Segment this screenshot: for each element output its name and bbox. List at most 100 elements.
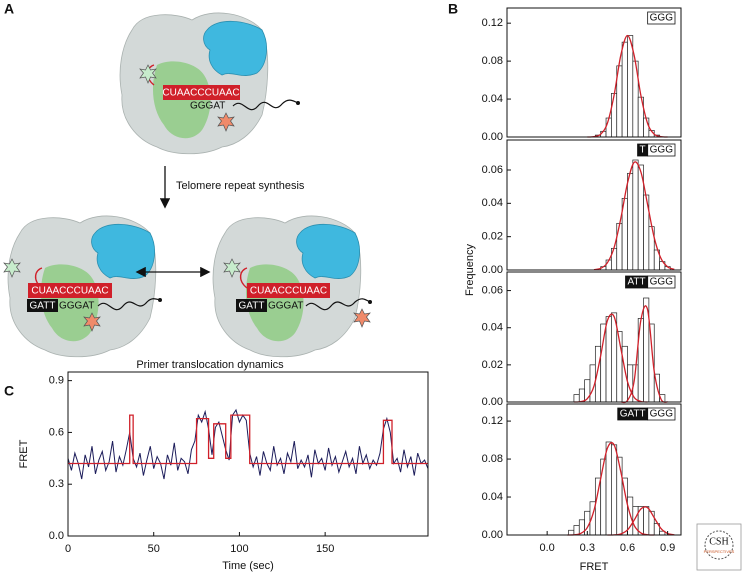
dna-strand <box>97 298 161 311</box>
bar <box>600 323 607 403</box>
bar <box>600 458 607 536</box>
panel-label: A <box>4 1 14 17</box>
trace <box>67 408 429 480</box>
sequence-tag: GGG <box>650 409 674 420</box>
panel-label: C <box>4 383 14 399</box>
sequence-tag-box <box>617 407 649 421</box>
x-axis-label: FRET <box>580 561 609 573</box>
y-tick-label: 0.12 <box>482 415 503 427</box>
dna-strand <box>232 99 299 111</box>
sequence-tag-box <box>637 143 649 157</box>
y-tick-label: 0.00 <box>482 396 503 408</box>
strand-end <box>368 300 372 304</box>
bar <box>611 444 618 536</box>
paired-dna <box>27 299 58 312</box>
bar <box>605 316 612 403</box>
dynamics-label: Primer translocation dynamics <box>136 359 284 371</box>
strand-end <box>296 101 300 105</box>
y-tick-label: 0.00 <box>482 529 503 541</box>
sequence-tag-box <box>647 11 676 25</box>
rna-template <box>247 283 330 298</box>
y-tick-label: 0.04 <box>482 197 503 209</box>
rna-sequence: CUAACCCUAAC <box>250 286 327 297</box>
plot-frame <box>506 139 682 271</box>
x-tick-label: 150 <box>316 543 334 555</box>
y-axis-label: Frequency <box>464 244 476 296</box>
x-tick-label: 100 <box>230 543 248 555</box>
fit-curve <box>587 34 668 138</box>
y-tick-label: 0.06 <box>482 164 503 176</box>
y-tick-label: 0.00 <box>482 131 503 143</box>
logo-ring <box>704 530 734 560</box>
plot-frame <box>67 371 429 537</box>
step-label: Telomere repeat synthesis <box>176 180 305 192</box>
dna-strand <box>305 298 371 311</box>
panel-label: B <box>448 1 458 17</box>
bar <box>605 441 612 536</box>
sequence-tag: ATT <box>628 277 646 288</box>
y-tick-label: 0.3 <box>49 478 64 490</box>
plot-frame <box>506 271 682 403</box>
fit-curve <box>620 305 668 404</box>
bar <box>578 388 585 403</box>
rna-sequence: CUAACCCUAAC <box>162 88 239 99</box>
fit-curve <box>607 506 675 536</box>
sequence-tag-box <box>625 275 649 289</box>
bar <box>594 477 602 536</box>
bar <box>643 506 650 536</box>
sequence-tag: GATT <box>620 409 646 420</box>
bar <box>594 345 602 403</box>
strand-end <box>158 298 162 302</box>
paired-sequence: GATT <box>239 301 265 312</box>
y-tick-label: 0.00 <box>482 264 503 276</box>
bar <box>611 93 618 138</box>
bar <box>648 510 655 536</box>
y-tick-label: 0.04 <box>482 322 503 334</box>
bar <box>627 35 634 138</box>
y-tick-label: 0.02 <box>482 359 503 371</box>
bar <box>621 477 628 536</box>
enzyme-complex <box>119 12 269 155</box>
rna-template <box>163 85 240 100</box>
x-tick-label: 0.3 <box>580 542 595 554</box>
logo-subtext: PERSPECTIVES <box>704 549 735 554</box>
sequence-tag: GGG <box>650 277 674 288</box>
x-tick-label: 0.9 <box>660 542 675 554</box>
bar <box>621 41 628 138</box>
bar <box>632 159 639 271</box>
plot-frame <box>506 403 682 536</box>
dna-sequence: GGGAT <box>59 301 94 312</box>
y-tick-label: 0.6 <box>49 426 64 438</box>
x-tick-label: 0 <box>65 543 71 555</box>
bar <box>573 394 580 403</box>
x-tick-label: 0.6 <box>620 542 635 554</box>
y-tick-label: 0.08 <box>482 55 503 67</box>
x-axis-label: Time (sec) <box>222 560 274 572</box>
fit-curve <box>573 313 648 403</box>
bar <box>616 456 623 536</box>
bar <box>611 312 618 403</box>
fit-curve <box>593 161 675 271</box>
y-tick-label: 0.06 <box>482 284 503 296</box>
dna-sequence: GGGAT <box>190 101 225 112</box>
paired-dna <box>236 299 267 312</box>
y-tick-label: 0.04 <box>482 491 503 503</box>
rna-template <box>28 283 112 298</box>
sequence-tag: GGG <box>650 13 674 24</box>
bar <box>621 345 628 403</box>
rna-sequence: CUAACCCUAAC <box>31 286 108 297</box>
y-tick-label: 0.0 <box>49 530 64 542</box>
paired-sequence: GATT <box>30 301 56 312</box>
trace <box>68 414 428 465</box>
y-tick-label: 0.08 <box>482 453 503 465</box>
sequence-tag: GGG <box>650 145 674 156</box>
y-axis-label: FRET <box>18 439 30 468</box>
y-tick-label: 0.12 <box>482 17 503 29</box>
bar <box>616 222 623 271</box>
logo-text: CSH <box>709 536 728 547</box>
y-tick-label: 0.9 <box>49 375 64 387</box>
bar <box>627 172 634 271</box>
y-tick-label: 0.04 <box>482 93 503 105</box>
dna-sequence: GGGAT <box>268 301 303 312</box>
